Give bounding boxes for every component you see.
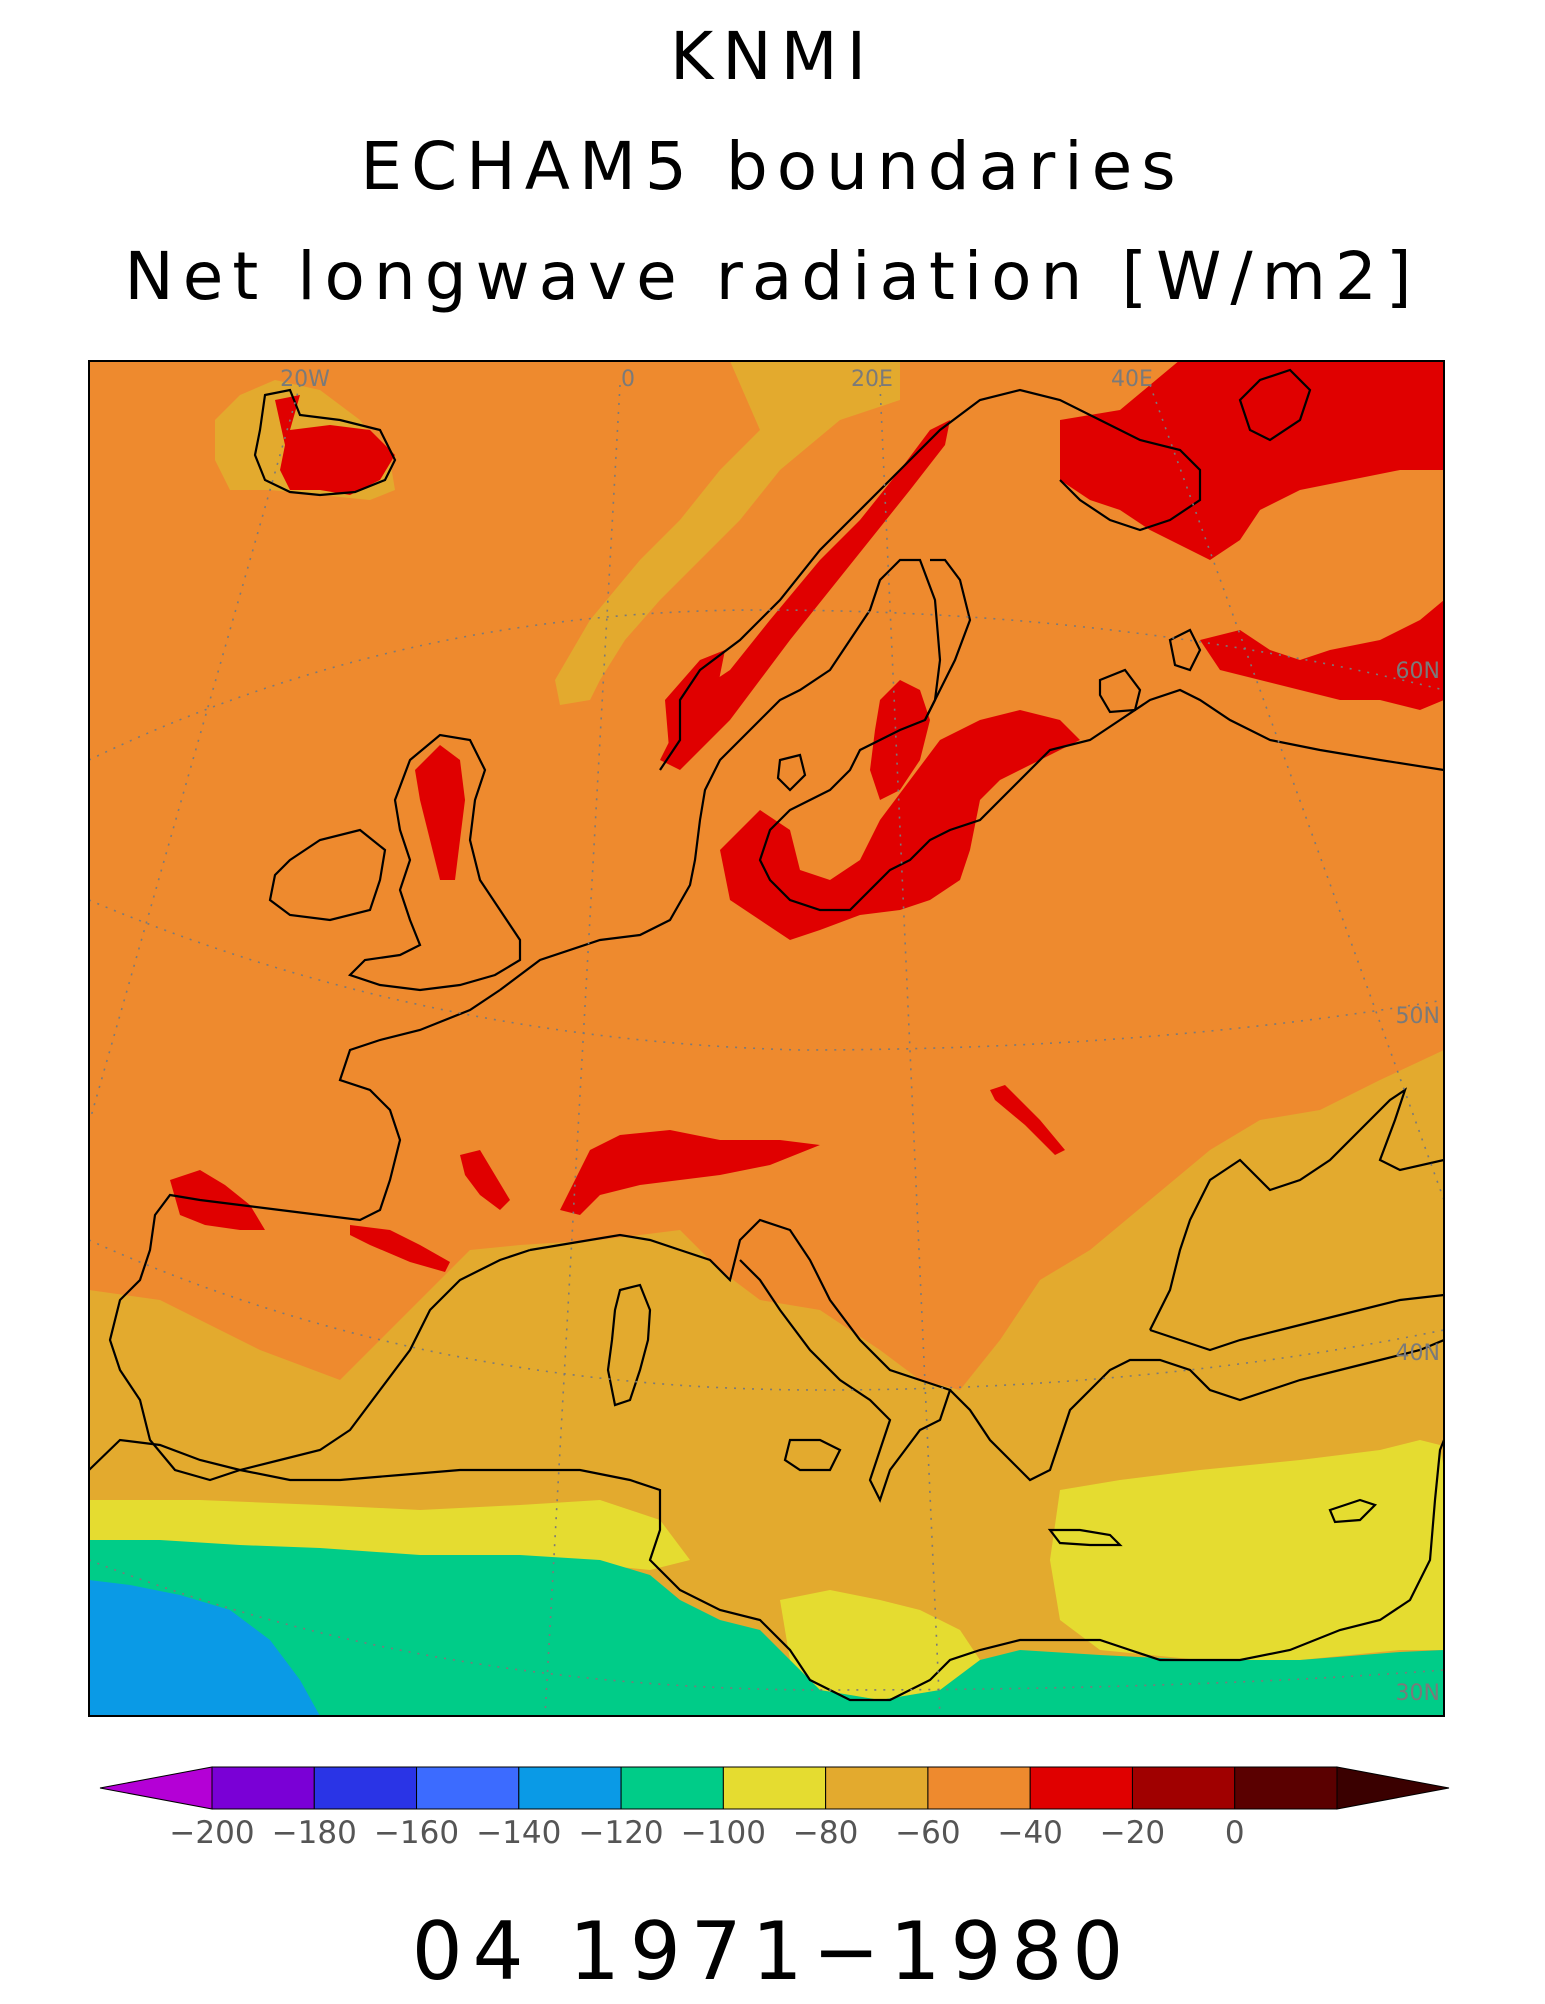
lon-label-40e: 40E xyxy=(1111,367,1153,392)
colorbar-cell xyxy=(518,1766,622,1810)
field-patch-red-scandes xyxy=(660,420,950,770)
lon-label-20w: 20W xyxy=(280,367,330,392)
colorbar-over-triangle xyxy=(1336,1766,1450,1810)
coast-bothnia xyxy=(924,558,972,721)
colorbar-tick-label: −200 xyxy=(169,1815,254,1851)
field-patch-red-massif-central xyxy=(460,1150,510,1210)
title-line-2: ECHAM5 boundaries xyxy=(360,128,1185,205)
colorbar-under-triangle xyxy=(99,1766,213,1810)
coast-black-sea-south xyxy=(1149,1293,1444,1352)
colorbar-cell xyxy=(1029,1766,1133,1810)
colorbar-tick-label: −80 xyxy=(793,1815,858,1851)
colorbar-tick-label: −180 xyxy=(272,1815,357,1851)
coast-britain xyxy=(347,733,522,992)
field-band-yellow-east xyxy=(1050,1440,1444,1660)
graticule xyxy=(89,384,1444,1716)
field-patch-red-iceland xyxy=(275,395,395,495)
graticule-lon-20e xyxy=(879,384,941,1716)
graticule-lon-20w xyxy=(89,384,301,1121)
field-patch-red-alps xyxy=(560,1130,820,1215)
graticule-labels: 20W 0 20E 40E 60N 50N 40N 30N xyxy=(280,367,1440,1706)
field-patch-red-scotland xyxy=(415,745,465,880)
coast-white-sea xyxy=(1238,368,1312,442)
graticule-lon-0 xyxy=(544,384,621,1716)
title-line-3: Net longwave radiation [W/m2] xyxy=(124,238,1421,315)
coast-gotland xyxy=(776,753,807,792)
coast-ireland xyxy=(268,828,387,922)
field-patch-red-pyrenees xyxy=(350,1225,450,1272)
map-frame xyxy=(88,360,1445,1717)
coast-france-iberia xyxy=(108,989,531,1482)
colorbar-cell xyxy=(1234,1766,1338,1810)
colorbar-tick-label: 0 xyxy=(1225,1815,1245,1851)
colorbar-cell xyxy=(211,1766,315,1810)
coast-black-sea xyxy=(1149,1087,1444,1331)
field-band-blue xyxy=(89,1580,320,1716)
graticule-lat-60n xyxy=(89,609,1444,761)
colorbar-tick-labels: −200 −180 −160 −140 −120 −100 −80 −60 −40 −20 0 xyxy=(169,1815,1244,1851)
lon-label-20e: 20E xyxy=(851,367,893,392)
graticule-lat-50n xyxy=(89,899,1444,1051)
title-line-1: KNMI xyxy=(669,18,876,95)
field-patch-red-russia-east xyxy=(1200,600,1444,710)
coast-lake-ladoga xyxy=(1098,668,1142,714)
colorbar-cell xyxy=(620,1766,724,1810)
coast-balkans xyxy=(949,1338,1444,1482)
coast-cyprus xyxy=(1328,1498,1378,1524)
period-label: 04 1971−1980 xyxy=(411,1905,1134,1998)
colorbar-cell xyxy=(313,1766,418,1810)
lat-label-30n: 30N xyxy=(1396,1681,1440,1706)
field-patch-red-gulf-bothnia xyxy=(870,680,930,800)
graticule-lat-40n xyxy=(89,1239,1444,1391)
coastlines xyxy=(89,368,1444,1702)
colorbar: −200 −180 −160 −140 −120 −100 −80 −60 −40 −20 0 xyxy=(99,1766,1450,1851)
colorbar-tick-label: −60 xyxy=(895,1815,960,1851)
colorbar-tick-label: −40 xyxy=(997,1815,1062,1851)
field-patch-red-cantabria xyxy=(170,1170,265,1230)
colorbar-cell xyxy=(825,1766,929,1810)
colorbar-tick-label: −120 xyxy=(579,1815,664,1851)
field-band-green xyxy=(89,1540,1444,1716)
colorbar-tick-label: −20 xyxy=(1100,1815,1165,1851)
field-band-yellow-libya xyxy=(780,1590,980,1700)
colorbar-cell xyxy=(722,1766,827,1810)
coast-scandinavia xyxy=(659,388,1202,771)
colorbar-tick-label: −160 xyxy=(374,1815,459,1851)
colorbar-cell xyxy=(416,1766,520,1810)
map-field xyxy=(89,361,1444,1716)
graticule-lon-40e xyxy=(1149,384,1444,1201)
lat-label-60n: 60N xyxy=(1396,659,1440,684)
colorbar-cell xyxy=(1131,1766,1236,1810)
colorbar-cell xyxy=(927,1766,1031,1810)
coast-iceland xyxy=(253,388,397,497)
coast-europe-west xyxy=(499,558,1444,991)
colorbar-cells xyxy=(211,1766,1338,1810)
lat-label-40n: 40N xyxy=(1396,1341,1440,1366)
lon-label-0: 0 xyxy=(621,367,635,392)
coast-crete xyxy=(1047,1528,1123,1547)
coast-mediterranean-north xyxy=(529,1218,952,1503)
coast-sicily xyxy=(783,1438,842,1472)
lat-label-50n: 50N xyxy=(1396,1004,1440,1029)
field-patch-red-carpathians xyxy=(990,1085,1065,1155)
field-patch-red-baltic xyxy=(720,710,1080,940)
field-band-yellow-west xyxy=(89,1500,690,1570)
coast-lake-onega xyxy=(1168,628,1202,672)
colorbar-tick-label: −100 xyxy=(681,1815,766,1851)
field-band-amber-norwegian-sea xyxy=(555,361,900,705)
field-patch-red-russia-northeast xyxy=(1060,361,1444,560)
coast-sardinia xyxy=(606,1283,652,1407)
colorbar-tick-label: −140 xyxy=(476,1815,561,1851)
